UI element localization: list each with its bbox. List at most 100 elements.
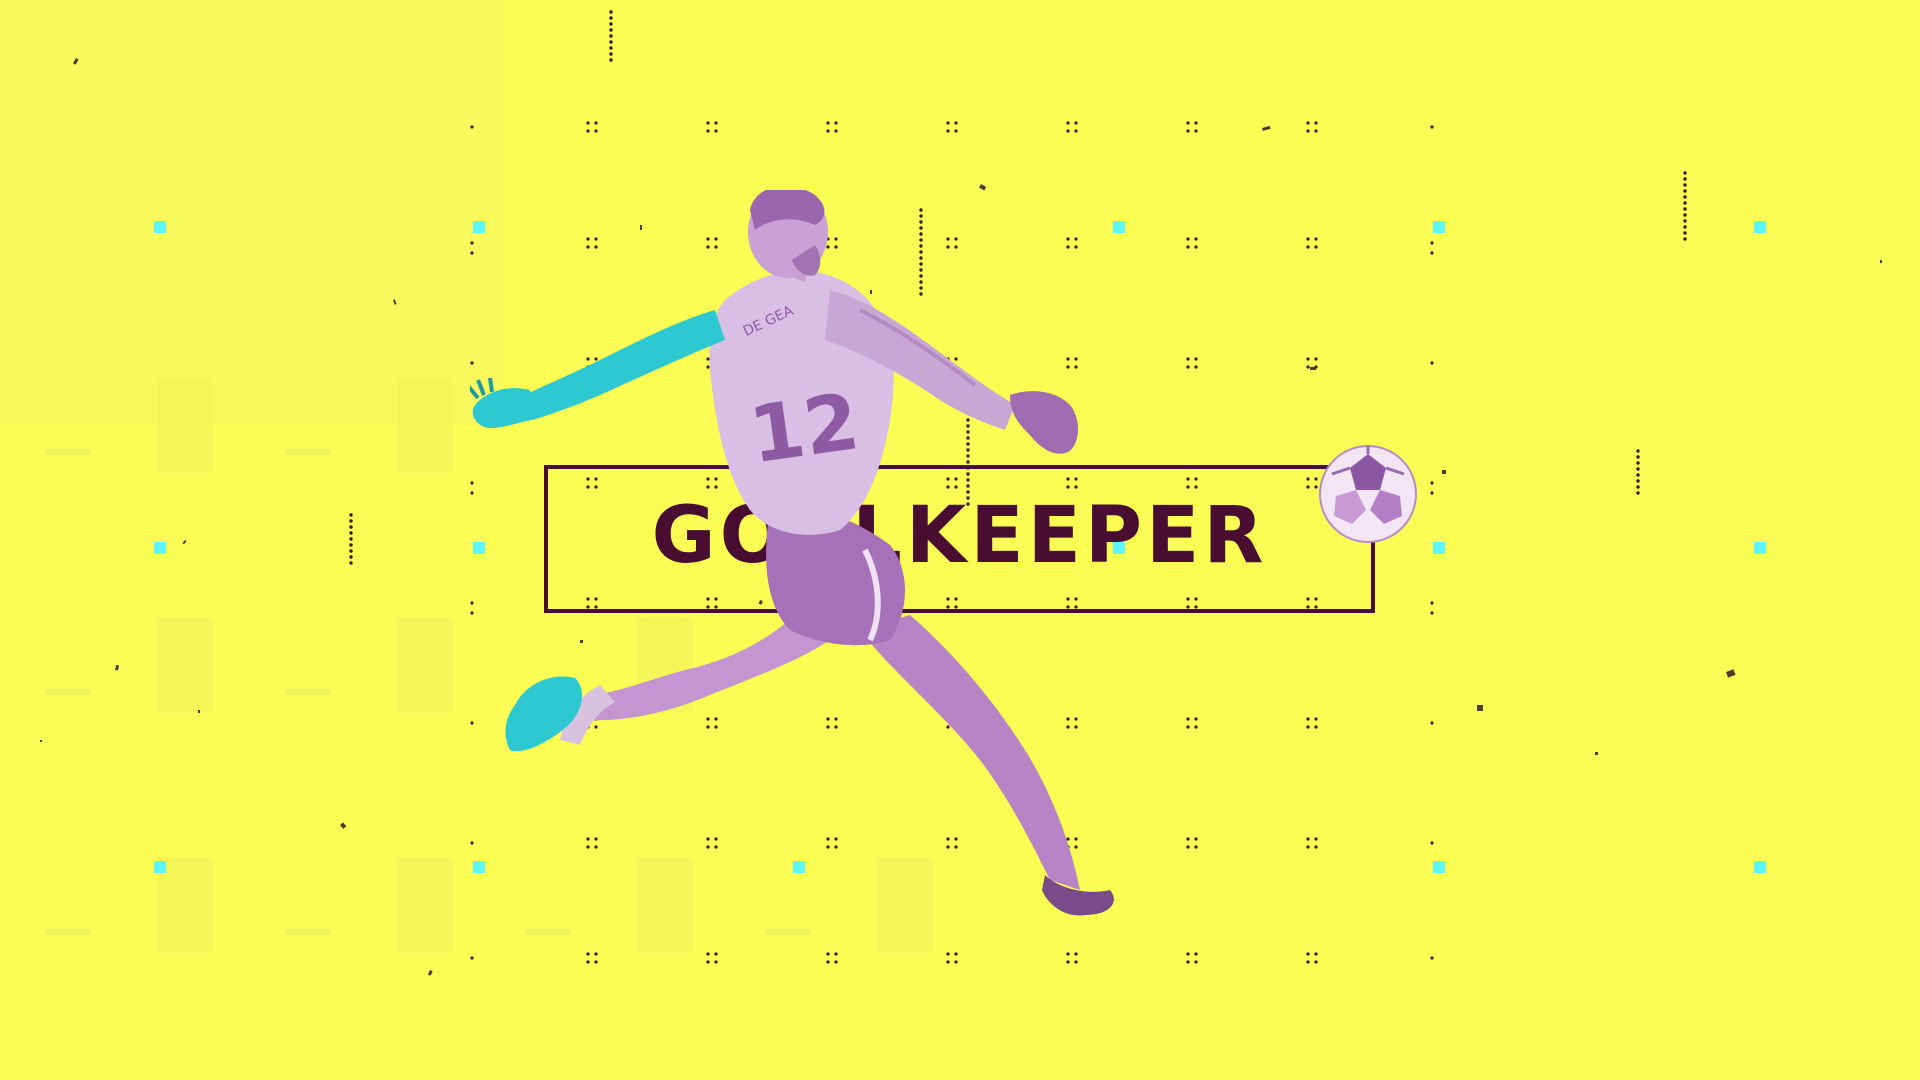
grid-dot (1074, 477, 1078, 481)
grid-dot (586, 129, 590, 133)
dotted-line-dot (919, 268, 923, 272)
dotted-line-dot (1636, 479, 1640, 483)
grid-dot (1066, 477, 1070, 481)
grid-dot (1306, 845, 1310, 849)
grid-dot (946, 605, 950, 609)
grid-dot (1186, 485, 1190, 489)
grid-dot (1074, 485, 1078, 489)
dotted-line-dot (966, 454, 970, 458)
grid-dot (1194, 597, 1198, 601)
debris-particle (1880, 260, 1882, 263)
grid-dot (954, 845, 958, 849)
grid-dot (714, 952, 718, 956)
grid-dot (826, 837, 830, 841)
grid-dot (594, 960, 598, 964)
dotted-line-dot (1683, 207, 1687, 211)
grid-dot (594, 129, 598, 133)
grid-dot (954, 485, 958, 489)
dotted-line-dot (919, 232, 923, 236)
grid-dot (1066, 597, 1070, 601)
grid-dot (1186, 245, 1190, 249)
grid-dot (470, 841, 474, 845)
dotted-line-dot (919, 262, 923, 266)
debris-particle (580, 640, 583, 643)
ghost-dash (286, 449, 330, 455)
grid-dot (714, 960, 718, 964)
grid-dot (470, 611, 474, 615)
grid-dot (1314, 357, 1318, 361)
dotted-line-dot (1636, 461, 1640, 465)
grid-dot (594, 845, 598, 849)
accent-square (793, 861, 805, 873)
grid-dot (706, 717, 710, 721)
grid-dot (594, 952, 598, 956)
grid-dot (1186, 357, 1190, 361)
grid-dot (1074, 237, 1078, 241)
grid-dot (1306, 717, 1310, 721)
grid-dot (1186, 237, 1190, 241)
grid-dot (1430, 841, 1434, 845)
grid-dot (1306, 485, 1310, 489)
grid-dot (1194, 245, 1198, 249)
grid-dot (1066, 237, 1070, 241)
grid-dot (1306, 960, 1310, 964)
grid-dot (1314, 245, 1318, 249)
grid-dot (1074, 952, 1078, 956)
grid-dot (1186, 960, 1190, 964)
grid-dot (1306, 245, 1310, 249)
grid-dot (946, 837, 950, 841)
grid-dot (586, 960, 590, 964)
grid-dot (834, 245, 838, 249)
grid-dot (706, 245, 710, 249)
debris-particle (1477, 705, 1483, 711)
grid-dot (1186, 477, 1190, 481)
grid-dot (1066, 960, 1070, 964)
dotted-line-dot (919, 292, 923, 296)
grid-dot (1306, 837, 1310, 841)
grid-dot (954, 477, 958, 481)
grid-dot (1186, 129, 1190, 133)
dotted-line-dot (966, 430, 970, 434)
dotted-line-dot (609, 22, 613, 26)
grid-dot (470, 241, 474, 245)
debris-particle (198, 710, 200, 713)
grid-dot (834, 845, 838, 849)
grid-dot (1186, 725, 1190, 729)
grid-dot (706, 597, 710, 601)
grid-dot (594, 485, 598, 489)
grid-dot (1430, 481, 1434, 485)
dotted-line-dot (609, 16, 613, 20)
jersey-number: 12 (744, 377, 864, 481)
grid-dot (1194, 477, 1198, 481)
grid-dot (834, 960, 838, 964)
dotted-line-dot (919, 250, 923, 254)
grid-dot (714, 717, 718, 721)
grid-dot (1066, 952, 1070, 956)
accent-square (473, 861, 485, 873)
grid-dot (1186, 365, 1190, 369)
dotted-line-dot (1683, 231, 1687, 235)
grid-dot (954, 837, 958, 841)
dotted-line-dot (349, 543, 353, 547)
dotted-line-dot (966, 484, 970, 488)
grid-dot (1074, 357, 1078, 361)
grid-dot (586, 837, 590, 841)
grid-dot (1306, 121, 1310, 125)
dotted-line-dot (966, 424, 970, 428)
ghost-dash (286, 929, 330, 935)
grid-dot (826, 245, 830, 249)
grid-dot (1186, 952, 1190, 956)
grid-dot (1066, 357, 1070, 361)
grid-dot (1314, 485, 1318, 489)
grid-dot (1306, 237, 1310, 241)
dotted-line-dot (349, 513, 353, 517)
dotted-line-dot (966, 490, 970, 494)
dotted-line-dot (349, 555, 353, 559)
grid-dot (586, 597, 590, 601)
dotted-line-dot (1683, 195, 1687, 199)
grid-dot (954, 960, 958, 964)
grid-dot (594, 477, 598, 481)
dotted-line-dot (609, 28, 613, 32)
grid-dot (586, 845, 590, 849)
grid-dot (954, 129, 958, 133)
